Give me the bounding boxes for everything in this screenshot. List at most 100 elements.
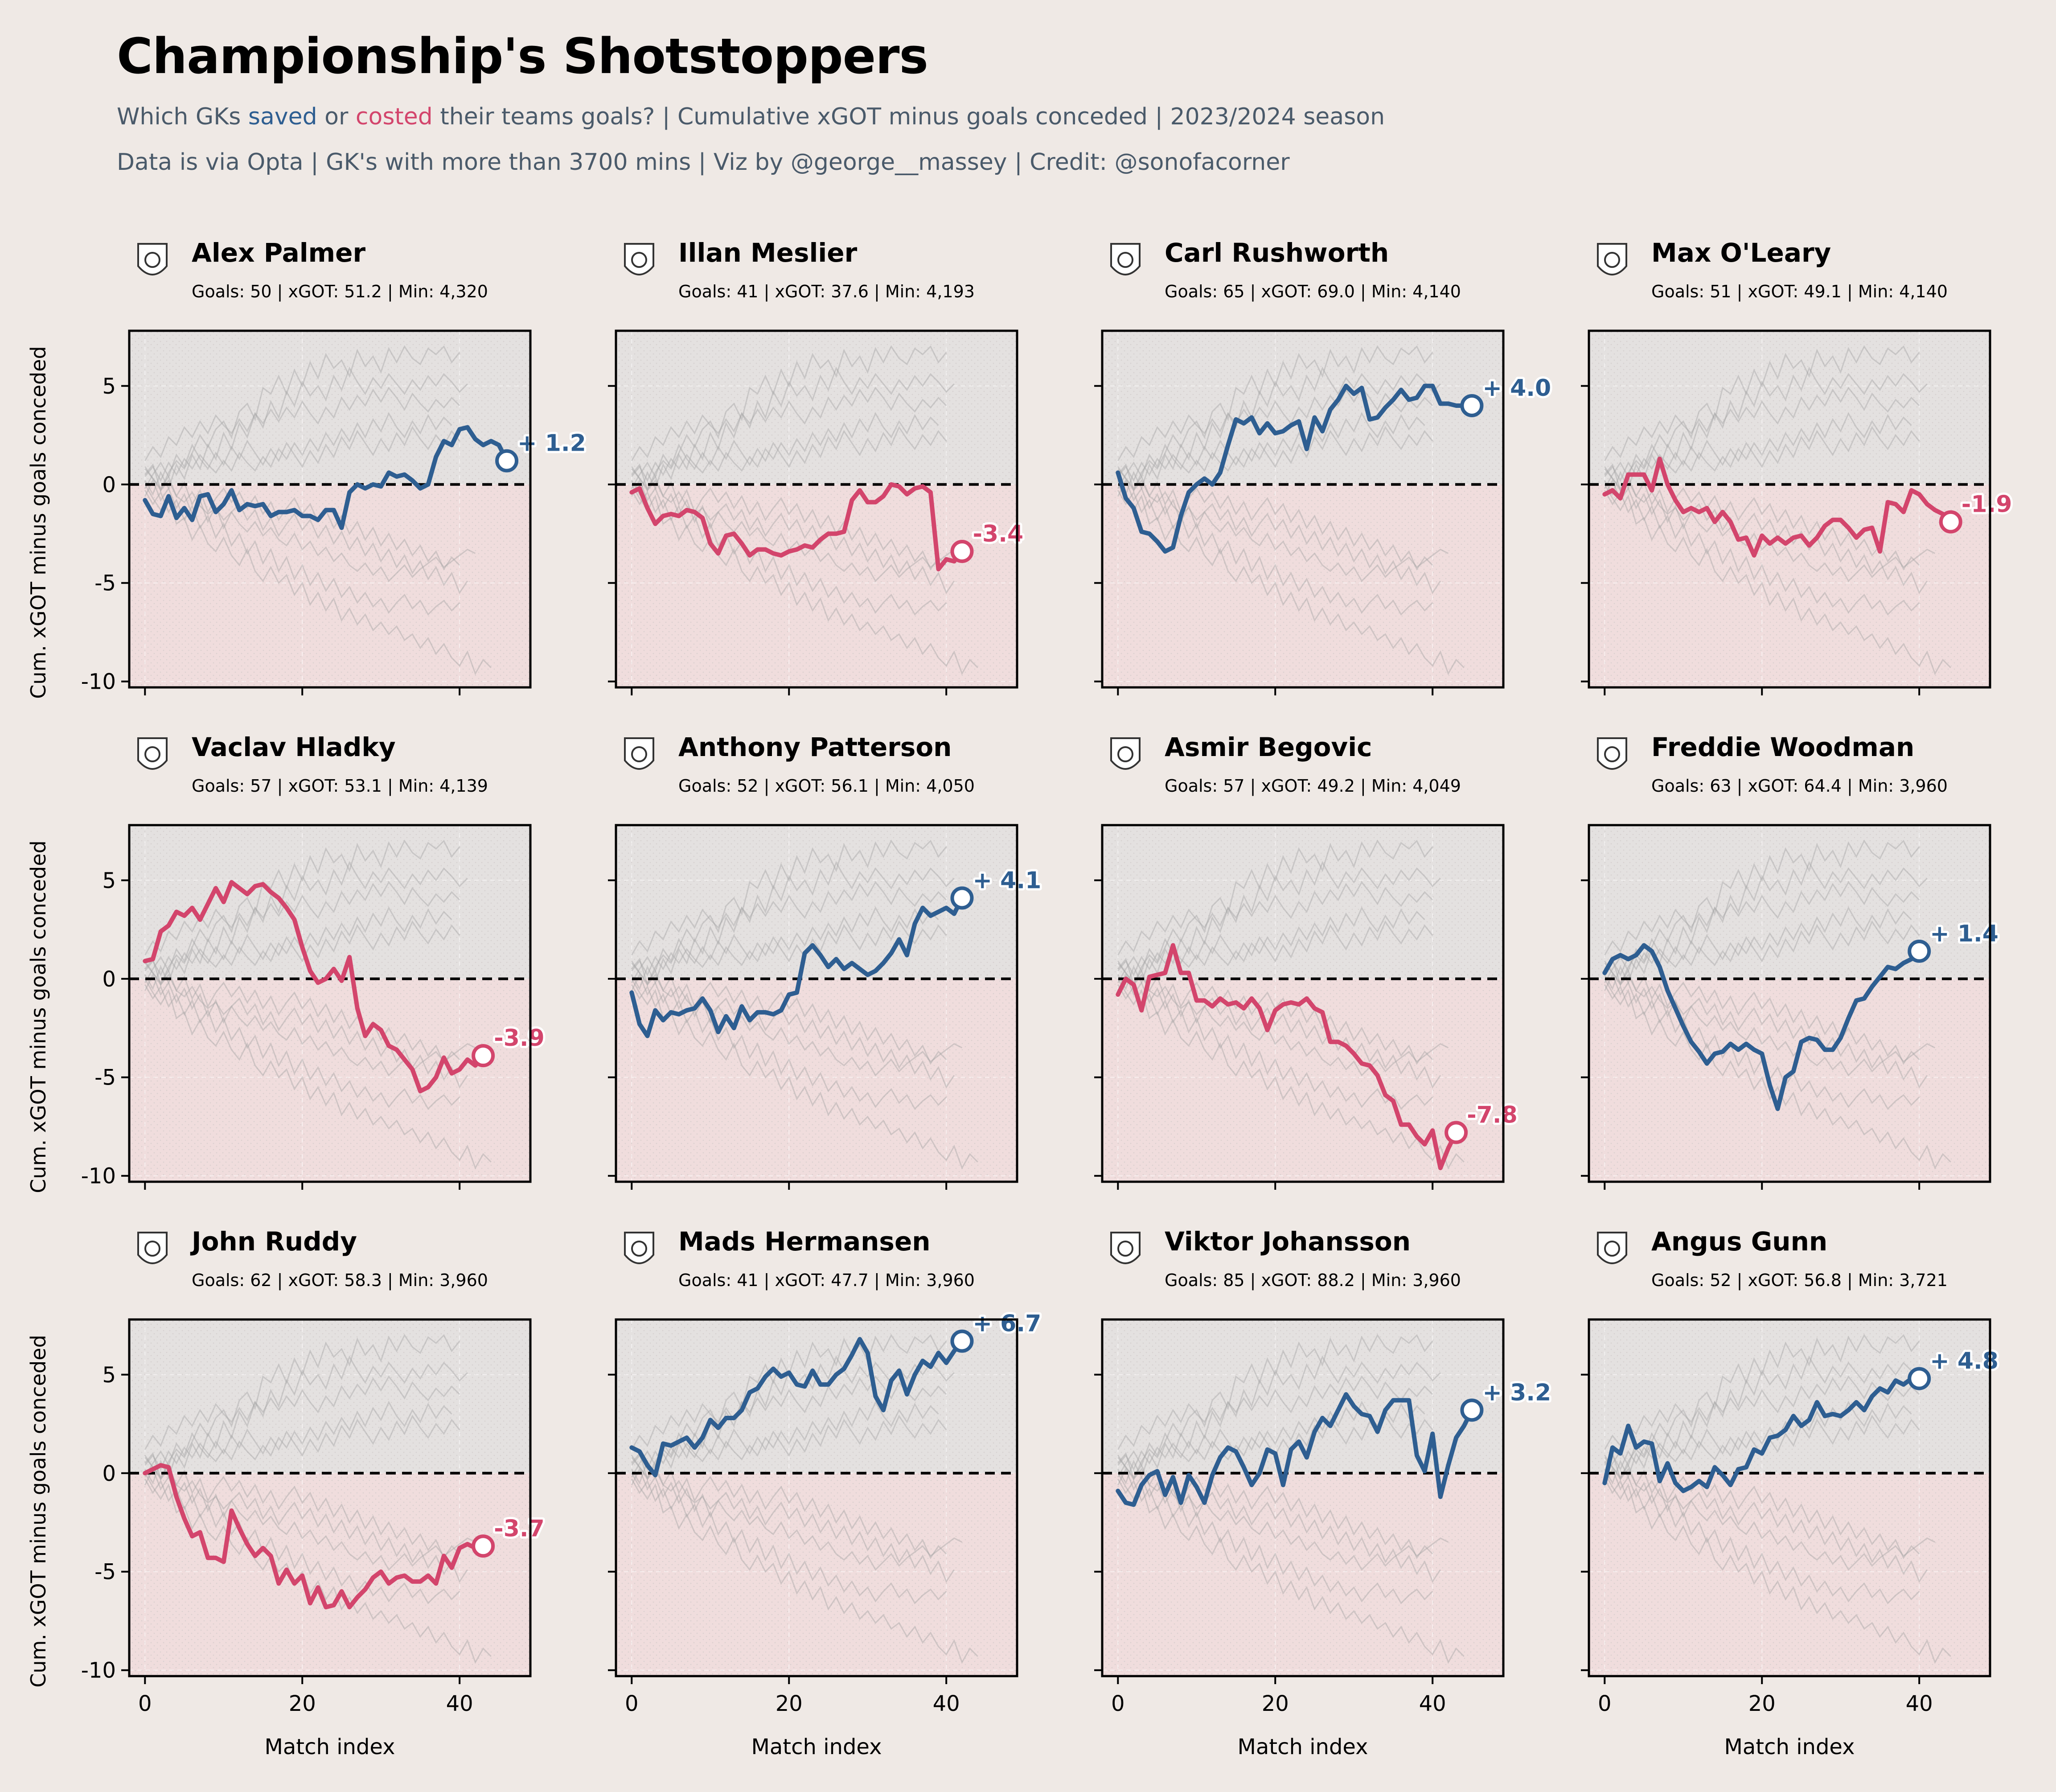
goalkeeper-stats: Goals: 41 | xGOT: 37.6 | Min: 4,193 — [678, 282, 975, 302]
ghost-series-line — [1117, 1457, 1449, 1571]
ghost-series-line — [631, 412, 939, 482]
plot-frame — [615, 824, 1018, 1183]
end-value-label: + 4.0 — [1482, 375, 1551, 402]
plot-frame — [1101, 824, 1505, 1183]
ghost-series-line — [1604, 1401, 1912, 1471]
subtitle-part-1: Which GKs — [117, 103, 248, 130]
ghost-series-line — [1604, 345, 1920, 493]
panel-3: + 4.0 Carl Rushworth Goals: 65 | xGOT: 69.… — [1094, 238, 1553, 695]
plot-frame — [1588, 329, 1991, 689]
ghost-series-line — [144, 1414, 460, 1478]
ghost-series-line — [631, 961, 947, 1065]
ghost-series-line — [144, 345, 460, 493]
x-tick-label: 0 — [1111, 1691, 1125, 1716]
ghost-series-line — [144, 920, 460, 983]
goalkeeper-name: Angus Gunn — [1651, 1226, 1827, 1257]
ghost-series-line — [1604, 466, 1920, 571]
ghost-series-line — [631, 426, 947, 489]
ghost-series-line — [631, 906, 939, 977]
dot-texture — [616, 825, 1017, 1182]
ghost-series-line — [144, 1479, 460, 1604]
ghost-series-line — [144, 468, 476, 582]
ghost-series-line — [631, 920, 947, 983]
goalkeeper-name: Mads Hermansen — [678, 1226, 931, 1257]
goalkeeper-stats: Goals: 85 | xGOT: 88.2 | Min: 3,960 — [1165, 1270, 1461, 1291]
ghost-series-line — [631, 1401, 939, 1471]
end-value-label: + 4.1 — [973, 867, 1041, 894]
y-tick-label: -5 — [94, 1560, 116, 1585]
end-point-marker — [472, 1044, 495, 1068]
goalkeeper-stats: Goals: 52 | xGOT: 56.1 | Min: 4,050 — [678, 776, 975, 796]
series-line — [629, 1337, 964, 1478]
end-point-marker — [950, 886, 974, 910]
ghost-series-line — [631, 468, 963, 582]
x-axis-label: Match index — [264, 1734, 395, 1759]
panel-10: + 6.7 0 20 40 Match index Mads Hermansen Goals… — [608, 1226, 1043, 1759]
goalkeeper-name: Anthony Patterson — [678, 732, 952, 762]
x-axis-label: Match index — [751, 1734, 882, 1759]
ghost-series-line — [1117, 1334, 1433, 1481]
series-line — [1116, 1392, 1474, 1507]
ghost-series-line — [631, 1414, 947, 1478]
series-line — [143, 1463, 486, 1610]
ghost-series-line — [631, 962, 963, 1077]
ghost-series-line — [1604, 881, 1920, 956]
plot-frame — [615, 329, 1018, 689]
ghost-series-line — [1604, 1457, 1936, 1571]
x-tick-label: 40 — [1419, 1691, 1446, 1716]
end-point-marker — [1939, 510, 1962, 534]
x-tick-label: 20 — [1748, 1691, 1776, 1716]
goalkeeper-name: Asmir Begovic — [1165, 732, 1372, 762]
goalkeeper-stats: Goals: 63 | xGOT: 64.4 | Min: 3,960 — [1651, 776, 1948, 796]
ghost-series-line — [631, 345, 947, 493]
y-tick-label: 5 — [102, 374, 116, 399]
goalkeeper-name: Vaclav Hladky — [192, 732, 396, 762]
subtitle-part-2: or — [317, 103, 356, 130]
ghost-series-line — [1604, 978, 1951, 1170]
goalkeeper-name: Illan Meslier — [678, 238, 858, 268]
ipswich-crest-icon — [137, 737, 168, 770]
y-axis-label: Cum. xGOT minus goals conceded — [26, 346, 50, 699]
ghost-series-line — [144, 1467, 468, 1583]
series-line — [1602, 1376, 1922, 1493]
ghost-series-line — [144, 484, 492, 675]
panel-5: -3.9 5 0 -5 -10 Cum. xGOT minus goals concede… — [26, 732, 547, 1193]
end-value-label: -1.9 — [1962, 491, 2012, 518]
dot-texture — [1102, 331, 1503, 687]
ghost-series-line — [1604, 484, 1951, 675]
ghost-series-line — [1117, 839, 1433, 987]
end-value-label: + 3.2 — [1482, 1379, 1551, 1406]
ghost-series-line — [1117, 973, 1441, 1089]
ghost-series-line — [1604, 962, 1936, 1077]
goalkeeper-stats: Goals: 52 | xGOT: 56.8 | Min: 3,721 — [1651, 1270, 1948, 1291]
ghost-series-line — [144, 1355, 468, 1485]
plot-frame — [1588, 1318, 1991, 1677]
x-tick-label: 0 — [138, 1691, 152, 1716]
end-value-label: + 4.8 — [1930, 1348, 1999, 1375]
series-line — [1602, 456, 1953, 558]
x-axis-label: Match index — [1237, 1734, 1368, 1759]
ghost-series-line — [144, 1334, 460, 1481]
ghost-series-line — [1117, 1479, 1433, 1604]
x-tick-label: 20 — [776, 1691, 803, 1716]
ghost-series-line — [1604, 920, 1920, 983]
ghost-series-line — [144, 490, 460, 616]
ghost-series-line — [631, 1455, 947, 1559]
x-tick-label: 20 — [1262, 1691, 1289, 1716]
end-point-marker — [495, 449, 519, 473]
goalkeeper-name: Carl Rushworth — [1165, 238, 1389, 268]
subtitle-saved-word: saved — [248, 103, 317, 130]
dot-texture — [129, 825, 530, 1182]
y-axis-label: Cum. xGOT minus goals conceded — [26, 1335, 50, 1687]
end-point-marker — [1445, 1121, 1468, 1144]
ghost-series-line — [631, 1467, 955, 1583]
ghost-series-line — [144, 386, 460, 461]
panel-9: -3.7 5 0 -5 -10 0 20 40 Match index Cum. xGOT min… — [26, 1226, 547, 1759]
panel-7: -7.8 Asmir Begovic Goals: 57 | xGOT: 49.2 … — [1094, 732, 1520, 1190]
goalkeeper-stats: Goals: 41 | xGOT: 47.7 | Min: 3,960 — [678, 1270, 975, 1291]
subtitle-line-1: Which GKs saved or costed their teams go… — [117, 103, 1385, 130]
ghost-series-line — [631, 973, 955, 1089]
ghost-series-line — [144, 366, 468, 496]
end-value-label: + 6.7 — [973, 1311, 1041, 1337]
